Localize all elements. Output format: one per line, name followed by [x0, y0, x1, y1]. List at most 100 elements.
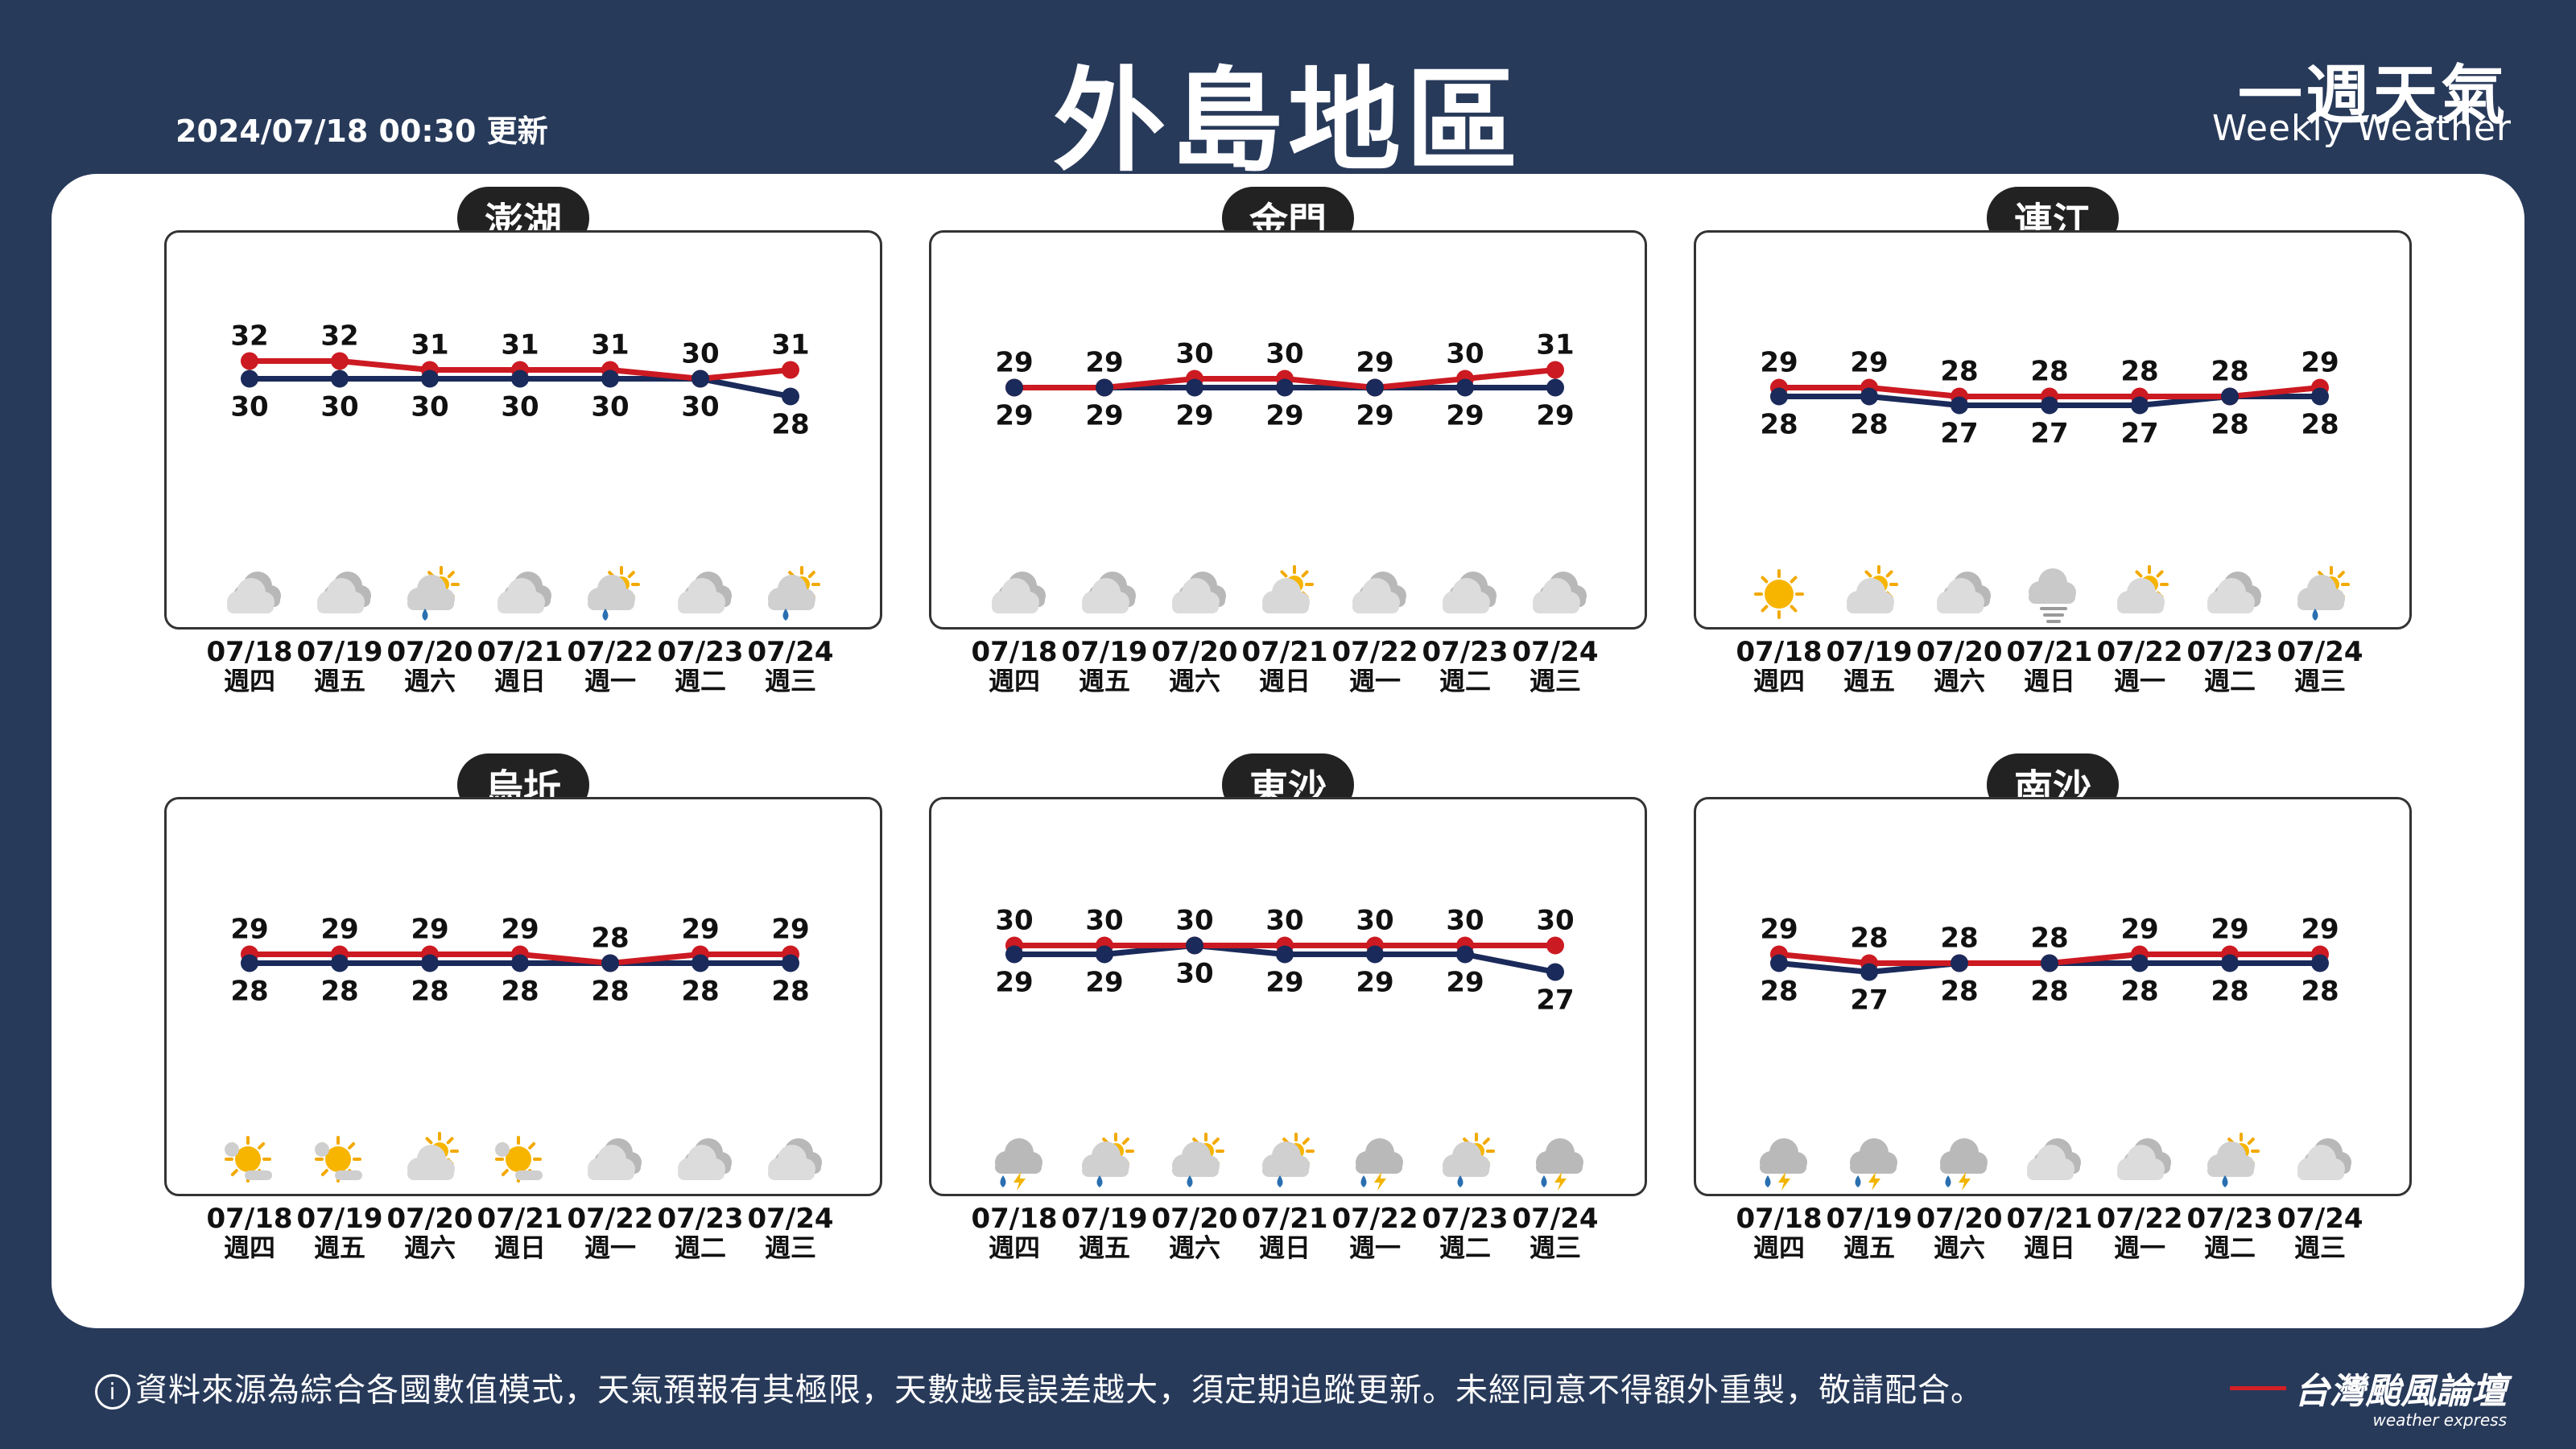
date-text: 07/18: [1736, 1203, 1823, 1235]
low-temp-point: [1096, 945, 1113, 964]
sun-ray: [446, 1137, 454, 1145]
cloudy-icon: [2117, 1138, 2171, 1180]
high-temp-label: 29: [230, 914, 268, 946]
high-temp-point: [241, 352, 258, 370]
cloudy-icon: [1352, 572, 1406, 613]
high-temp-label: 29: [771, 914, 809, 946]
date-text: 07/23: [2186, 636, 2273, 668]
thunder-rain-icon: [1536, 1138, 1583, 1191]
low-temp-point: [1005, 945, 1023, 964]
weekday-text: 週三: [764, 1232, 816, 1263]
cloud-shape: [588, 597, 634, 610]
date-text: 07/21: [1241, 636, 1328, 668]
cloud-shape: [1352, 601, 1399, 613]
thunder-rain-icon: [1356, 1138, 1403, 1191]
cloudy-icon: [678, 572, 732, 613]
partly-sunny-rain-icon: [1082, 1133, 1134, 1187]
high-temp-label: 30: [1175, 905, 1213, 937]
weekday-text: 週三: [2293, 1232, 2346, 1263]
fog-icon: [2029, 568, 2076, 623]
high-temp-label: 29: [2120, 914, 2158, 946]
sun-ray: [1761, 605, 1769, 613]
date-text: 07/18: [971, 1203, 1058, 1235]
weekday-text: 週四: [988, 1232, 1040, 1263]
date-label: 07/18 週四: [1735, 638, 1823, 696]
cloud-shape: [2297, 1167, 2344, 1180]
date-label: 07/22 週一: [1331, 1204, 1419, 1262]
low-temp-point: [1860, 963, 1878, 981]
date-label: 07/23 週二: [656, 1204, 745, 1262]
low-temp-point: [2131, 396, 2149, 415]
thunder-rain-icon: [995, 1138, 1042, 1191]
content-card: 澎湖 32 32 31 31 31 30 31 30 30 30 30 30 30 28 07/18 週四 07/…: [52, 174, 2524, 1328]
rain-drop: [1855, 1175, 1861, 1187]
partly-sunny-rain-icon: [588, 566, 640, 621]
weekday-text: 週二: [674, 1232, 726, 1263]
weekday-text: 週五: [313, 666, 365, 696]
high-temp-label: 30: [1446, 905, 1484, 937]
date-label: 07/19 週五: [1825, 1204, 1913, 1262]
weekday-text: 週五: [1843, 666, 1895, 696]
cloud-shape: [1937, 601, 1984, 613]
temperature-chart: 32 32 31 31 31 30 31 30 30 30 30 30 30 28: [227, 320, 820, 621]
low-temp-label: 28: [771, 409, 809, 441]
chart-frame: [929, 797, 1647, 1196]
lightning-bolt: [1554, 1172, 1567, 1191]
date-label: 07/18 週四: [1735, 1204, 1823, 1262]
weekday-text: 週五: [1078, 666, 1130, 696]
date-label: 07/19 週五: [1060, 1204, 1149, 1262]
low-temp-point: [2221, 387, 2239, 406]
rain-drop: [1360, 1175, 1367, 1187]
low-temp-label: 28: [320, 976, 358, 1008]
weekday-text: 週一: [2113, 666, 2165, 696]
low-temp-label: 29: [1356, 967, 1393, 999]
date-row: 07/18 週四 07/19 週五 07/20 週六 07/21 週日 07/22 週一 07/23…: [1694, 638, 2412, 702]
cloudy-icon: [2207, 572, 2261, 613]
low-temp-point: [1951, 396, 1968, 415]
high-temp-label: 30: [1265, 338, 1303, 370]
high-temp-label: 28: [1940, 923, 1978, 955]
high-temp-label: 32: [320, 320, 358, 353]
low-temp-label: 28: [411, 976, 448, 1008]
cloud-shape: [1262, 1164, 1309, 1177]
cloudy-icon: [317, 572, 371, 613]
rain-drop: [1096, 1175, 1103, 1187]
date-label: 07/20 週六: [1150, 1204, 1239, 1262]
thunder-rain-icon: [1940, 1138, 1988, 1191]
sun-ray: [258, 1141, 266, 1150]
sun-ray: [1790, 576, 1798, 584]
cloud-shape: [588, 1167, 634, 1180]
lightning-bolt: [1959, 1172, 1971, 1191]
date-text: 07/19: [1826, 636, 1913, 668]
high-temp-point: [782, 361, 799, 379]
thunder-rain-icon: [1850, 1138, 1897, 1191]
sun-ray: [2337, 571, 2345, 579]
sun-ray: [1761, 576, 1769, 584]
sun-ray: [230, 1169, 238, 1177]
chart-frame: [164, 230, 882, 630]
rain-drop: [1945, 1175, 1951, 1187]
weekday-text: 週四: [1752, 1232, 1805, 1263]
rain-drop: [2222, 1175, 2228, 1187]
partly-sunny-icon: [2117, 565, 2169, 613]
cloud-shape: [407, 597, 454, 610]
cloud-shape: [245, 1170, 272, 1180]
cloudy-icon: [227, 572, 281, 613]
cloud-shape: [995, 1161, 1042, 1174]
rain-drop: [1000, 1175, 1006, 1187]
low-temp-label: 30: [320, 391, 358, 423]
low-temp-point: [601, 369, 619, 388]
partly-sunny-rain-icon: [1262, 1133, 1315, 1187]
rain-drop: [2312, 609, 2318, 621]
rain-drop: [1457, 1175, 1463, 1187]
low-temp-label: 28: [1760, 409, 1798, 441]
cloudy-icon: [1533, 572, 1587, 613]
weekday-text: 週六: [403, 666, 456, 696]
weekday-text: 週一: [584, 666, 636, 696]
date-text: 07/24: [1512, 636, 1599, 668]
cloud-shape: [1533, 601, 1579, 613]
low-temp-point: [1005, 378, 1023, 397]
date-text: 07/24: [747, 1203, 834, 1235]
rain-drop: [1541, 1175, 1547, 1187]
low-temp-point: [782, 954, 799, 972]
